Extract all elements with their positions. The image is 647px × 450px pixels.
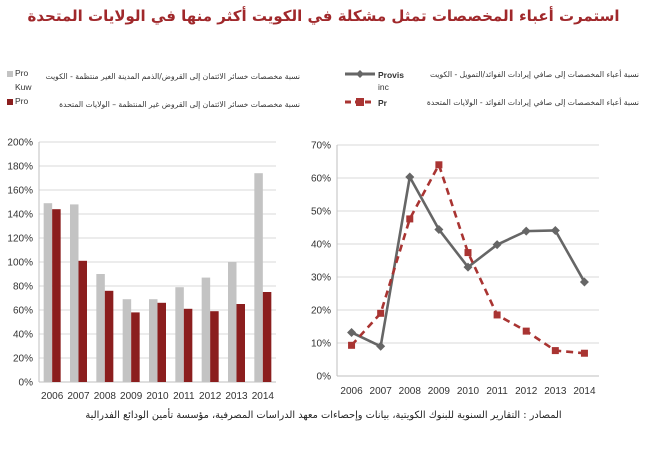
y-tick-label: 0%: [19, 378, 34, 389]
point-kuwait: [579, 277, 589, 287]
x-tick-label: 2011: [173, 391, 195, 402]
bar-kuwait: [254, 173, 263, 382]
point-kuwait: [492, 240, 502, 250]
y-tick-label: 70%: [311, 141, 331, 152]
bar-us: [157, 302, 166, 382]
y-tick-label: 60%: [311, 174, 331, 185]
x-tick-label: 2008: [399, 386, 422, 397]
point-us: [522, 327, 530, 335]
x-tick-label: 2006: [340, 386, 363, 397]
point-us: [464, 249, 472, 257]
bar-us: [78, 260, 87, 382]
point-us: [493, 311, 501, 319]
legend-swatch-kuwait-bar: [7, 71, 13, 77]
y-tick-label: 40%: [13, 330, 33, 341]
point-us: [580, 349, 588, 357]
point-kuwait: [347, 327, 357, 337]
point-us: [551, 347, 559, 355]
legend-stub-us-bar: Pro: [15, 96, 29, 106]
bar-us: [104, 290, 114, 382]
legend-marker-kuwait-line: [345, 70, 375, 78]
point-kuwait: [405, 172, 415, 182]
bar-kuwait: [96, 274, 105, 382]
point-kuwait: [463, 262, 473, 272]
point-us: [377, 309, 385, 317]
legend-label-kuwait-bar: نسبة مخصصات خسائر الائتمان إلى القروض/ال…: [45, 72, 300, 81]
x-tick-label: 2010: [457, 386, 480, 397]
legend-stub-kuwait-line-2: inc: [378, 82, 389, 92]
x-tick-label: 2009: [428, 386, 451, 397]
bar-kuwait: [175, 287, 184, 382]
bar-us: [131, 312, 140, 382]
x-tick-label: 2008: [94, 391, 117, 402]
legend-stub-kuwait-line-1: Provis: [378, 70, 404, 80]
bar-us: [236, 304, 245, 382]
x-tick-label: 2011: [486, 386, 508, 397]
bar-chart: 0% 20% 40% 60% 80% 100% 120% 140% 160% 180% 200% 20…: [7, 138, 276, 402]
y-tick-label: 10%: [311, 339, 331, 350]
x-tick-label: 2012: [199, 391, 222, 402]
series-line-us: [350, 163, 585, 355]
bar-us: [262, 292, 272, 382]
legend-label-kuwait-line: نسبة أعباء المخصصات إلى صافي إيرادات الف…: [429, 70, 639, 79]
legend-stub-us-line: Pr: [378, 98, 387, 108]
x-tick-label: 2014: [252, 391, 275, 402]
y-tick-label: 100%: [7, 258, 33, 269]
source-note: المصادر : التقارير السنوية للبنوك الكويت…: [85, 410, 562, 421]
y-tick-label: 80%: [13, 282, 33, 293]
bar-kuwait: [43, 203, 53, 382]
legend-stub-kuwait-bar-1: Pro: [15, 68, 29, 78]
x-tick-label: 2006: [41, 391, 64, 402]
point-kuwait: [434, 224, 444, 234]
legend-swatch-us-bar: [7, 99, 13, 105]
point-us: [435, 161, 443, 169]
y-tick-label: 50%: [311, 207, 331, 218]
x-tick-label: 2012: [515, 386, 538, 397]
series-line-kuwait: [350, 175, 586, 348]
x-tick-label: 2010: [146, 391, 169, 402]
y-tick-label: 20%: [13, 354, 33, 365]
y-tick-label: 60%: [13, 306, 33, 317]
point-us: [348, 341, 356, 349]
y-tick-label: 140%: [7, 210, 33, 221]
x-tick-label: 2013: [544, 386, 567, 397]
y-tick-label: 200%: [7, 138, 33, 149]
x-tick-label: 2014: [573, 386, 596, 397]
y-tick-label: 120%: [7, 234, 33, 245]
bar-us: [183, 308, 193, 382]
bar-kuwait: [149, 299, 158, 382]
legend-label-us-line: نسبة أعباء المخصصات إلى صافي إيرادات الف…: [426, 98, 639, 107]
y-tick-label: 0%: [317, 372, 332, 383]
bar-us: [52, 209, 61, 382]
y-tick-label: 160%: [7, 186, 33, 197]
x-tick-label: 2007: [67, 391, 90, 402]
legend-marker-us-line: [345, 98, 375, 106]
x-tick-label: 2013: [225, 391, 248, 402]
bar-us: [210, 311, 219, 382]
bar-kuwait: [70, 204, 79, 382]
legend-stub-kuwait-bar-2: Kuw: [15, 82, 32, 92]
point-kuwait: [521, 226, 531, 236]
x-tick-label: 2009: [120, 391, 143, 402]
line-chart: 0% 10% 20% 30% 40% 50% 60% 70% 2006 2007 2008 2009 2…: [311, 141, 599, 397]
bar-kuwait: [201, 277, 211, 382]
bar-kuwait: [122, 299, 132, 382]
y-tick-label: 20%: [311, 306, 331, 317]
y-tick-label: 180%: [7, 162, 33, 173]
chart-title: استمرت أعباء المخصصات تمثل مشكلة في الكو…: [27, 7, 620, 25]
x-tick-label: 2007: [370, 386, 393, 397]
point-us: [406, 215, 414, 223]
y-tick-label: 40%: [311, 240, 331, 251]
legend-label-us-bar: نسبة مخصصات خسائر الائتمان إلى القروض غي…: [59, 100, 300, 109]
y-tick-label: 30%: [311, 273, 331, 284]
bar-kuwait: [228, 262, 237, 382]
point-kuwait: [376, 341, 386, 351]
